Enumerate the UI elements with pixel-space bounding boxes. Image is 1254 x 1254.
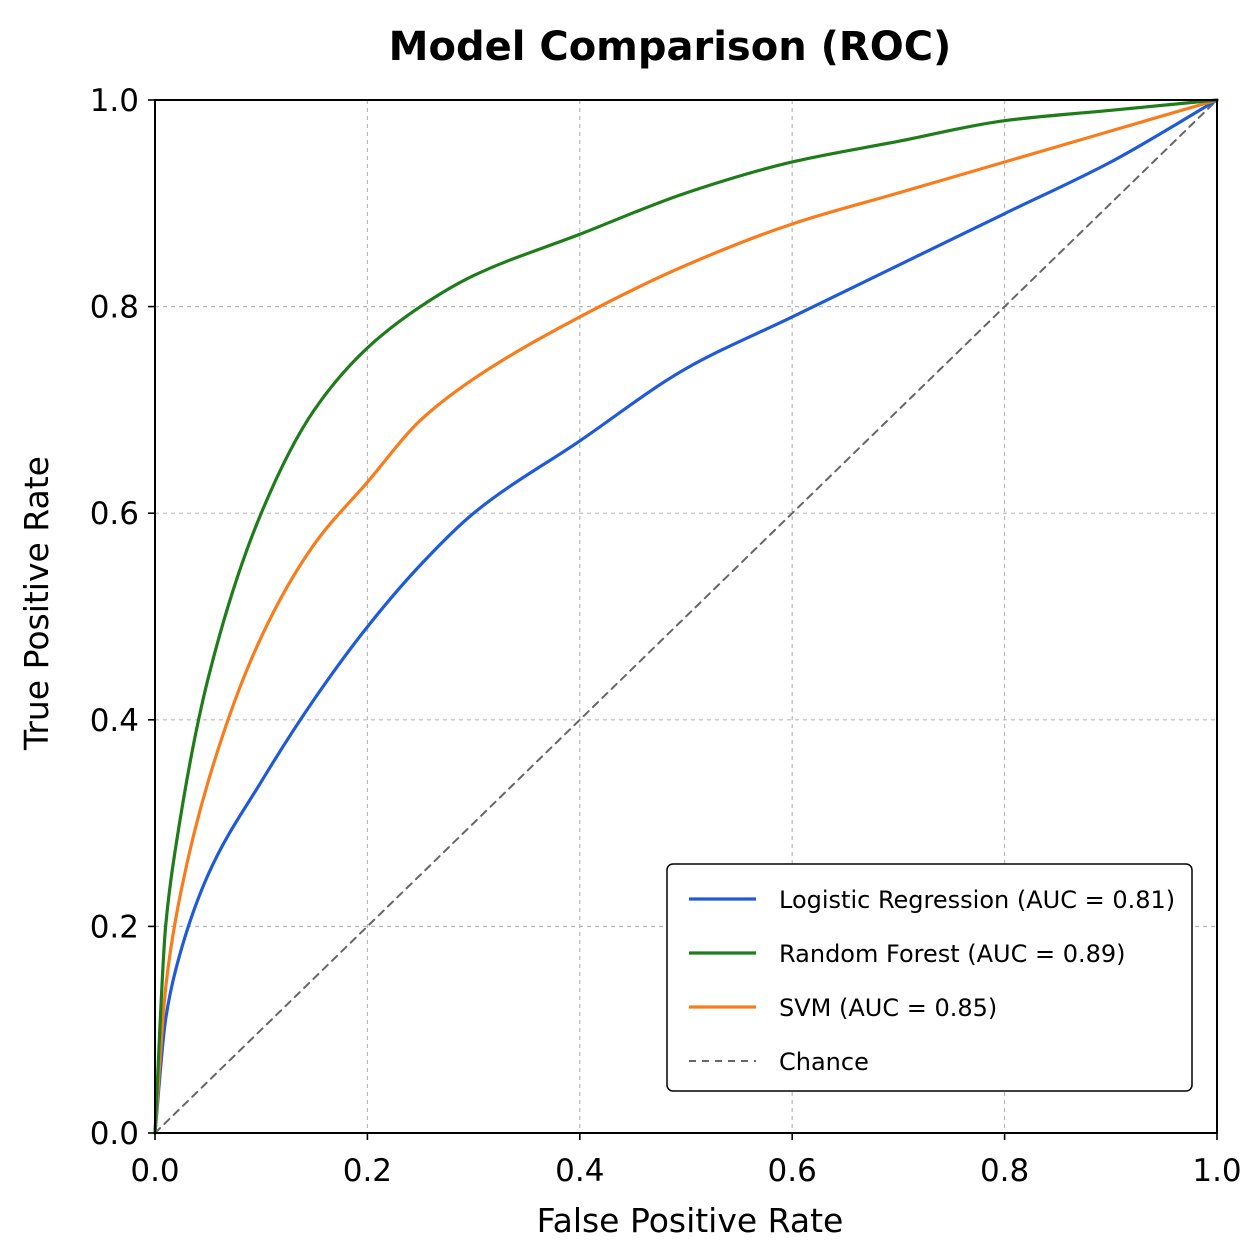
legend-label-3: Chance bbox=[779, 1048, 869, 1076]
legend-label-2: SVM (AUC = 0.85) bbox=[779, 994, 997, 1022]
chart-title: Model Comparison (ROC) bbox=[389, 24, 952, 70]
y-axis-label: True Positive Rate bbox=[17, 456, 56, 751]
legend-items: Logistic Regression (AUC = 0.81) Random F… bbox=[689, 886, 1175, 1076]
series-line-1 bbox=[153, 98, 1219, 1135]
y-tick-label-3: 0.6 bbox=[90, 496, 139, 532]
plot-frame bbox=[154, 99, 1218, 1134]
series-line-3 bbox=[154, 99, 1218, 1134]
legend-label-0: Logistic Regression (AUC = 0.81) bbox=[779, 886, 1175, 914]
series-line-0 bbox=[153, 98, 1219, 1135]
x-tick-label-3: 0.6 bbox=[768, 1153, 817, 1189]
x-tick-label-0: 0.0 bbox=[130, 1153, 179, 1189]
series-layer bbox=[153, 98, 1219, 1135]
x-tick-label-2: 0.4 bbox=[555, 1153, 604, 1189]
y-tick-label-2: 0.4 bbox=[90, 703, 139, 739]
x-axis-label: False Positive Rate bbox=[537, 1201, 844, 1240]
series-line-2 bbox=[153, 98, 1219, 1135]
x-tick-label-5: 1.0 bbox=[1192, 1153, 1241, 1189]
y-tick-label-5: 1.0 bbox=[90, 83, 139, 119]
legend: Logistic Regression (AUC = 0.81) Random F… bbox=[666, 863, 1193, 1092]
x-tick-label-4: 0.8 bbox=[980, 1153, 1029, 1189]
legend-label-1: Random Forest (AUC = 0.89) bbox=[779, 940, 1126, 968]
x-tick-label-1: 0.2 bbox=[343, 1153, 392, 1189]
y-tick-label-1: 0.2 bbox=[90, 909, 139, 945]
axis-ticks: 0.0 0.2 0.4 0.6 0.8 1.0 0.0 0.2 0.4 0.6 0.8 1.0 bbox=[90, 83, 1242, 1189]
y-tick-label-4: 0.8 bbox=[90, 290, 139, 326]
y-tick-label-0: 0.0 bbox=[90, 1116, 139, 1152]
legend-box bbox=[666, 863, 1193, 1092]
